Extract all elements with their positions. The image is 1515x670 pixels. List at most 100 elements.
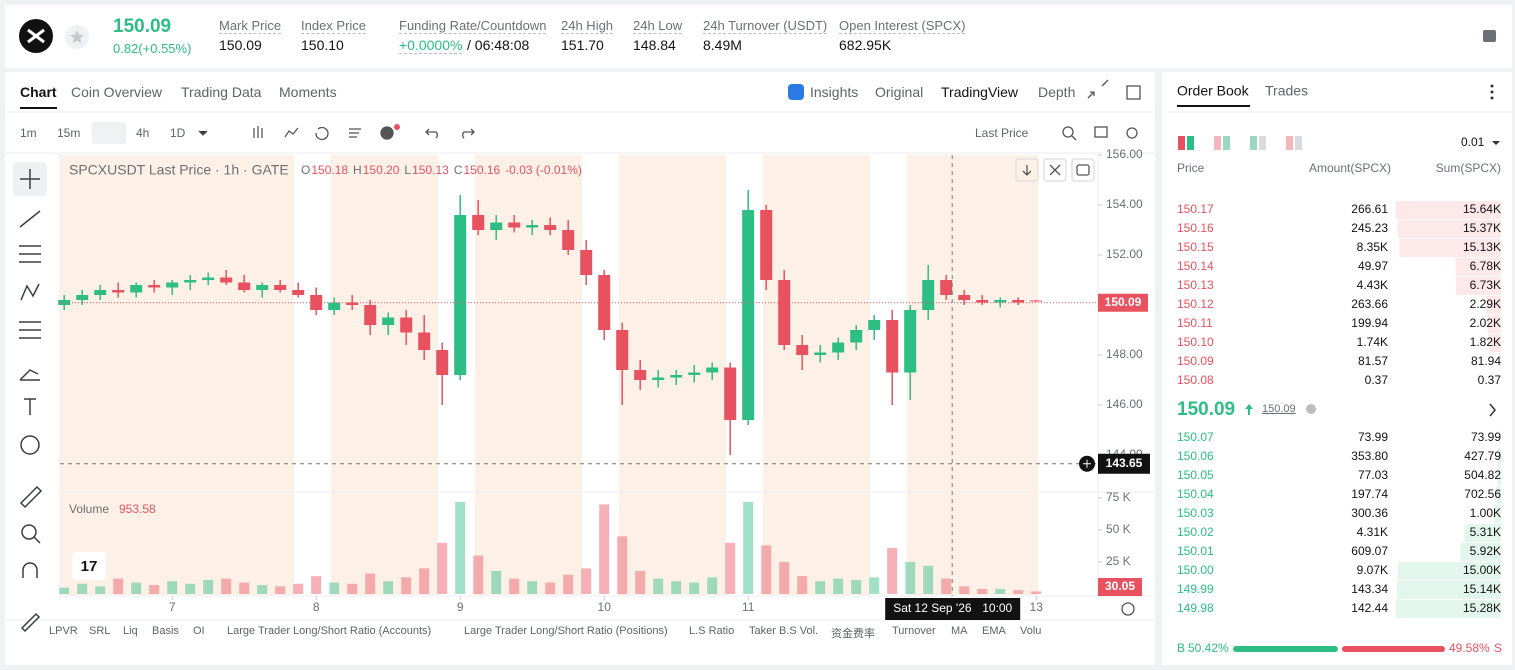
- indicator-tab[interactable]: LPVR: [49, 625, 78, 637]
- indicator-tab[interactable]: L.S Ratio: [689, 625, 735, 637]
- indicator-tab[interactable]: Turnover: [892, 625, 936, 637]
- volume-bar: [941, 578, 952, 594]
- stat-label[interactable]: Open Interest (SPCX): [839, 18, 966, 34]
- candle-body: [814, 352, 827, 355]
- volume-bar: [149, 585, 160, 594]
- volume-bar: [437, 542, 448, 594]
- ob-price: 150.06: [1177, 449, 1214, 463]
- candle-body: [238, 282, 251, 290]
- stat-label[interactable]: Index Price: [301, 18, 367, 34]
- last-price-tag-bg: [1098, 293, 1148, 312]
- chart-tab[interactable]: Chart: [20, 84, 57, 109]
- candle-body: [634, 370, 647, 380]
- favorite-star[interactable]: [65, 25, 89, 49]
- y-tick-label: 148.00: [1106, 347, 1143, 361]
- ob-up-arrow: [1245, 404, 1253, 415]
- legend-key: L: [404, 163, 411, 177]
- candle-body: [652, 377, 665, 380]
- ob-price: 149.98: [1177, 601, 1214, 615]
- chart-controls[interactable]: [198, 79, 1141, 616]
- candle-body: [76, 295, 89, 300]
- candle-body: [328, 302, 341, 310]
- ob-amount: 245.23: [1351, 221, 1388, 235]
- ob-price: 150.16: [1177, 221, 1214, 235]
- indicator-tab[interactable]: Large Trader Long/Short Ratio (Accounts): [227, 625, 432, 637]
- y-tick-label: 152.00: [1106, 247, 1143, 261]
- indicator-tab[interactable]: Taker B.S Vol.: [749, 625, 819, 637]
- stat-label[interactable]: 24h High: [561, 18, 614, 34]
- candle-body: [724, 367, 737, 420]
- candle-body: [868, 320, 881, 330]
- insights-icon: [788, 84, 804, 100]
- legend-key: C: [454, 163, 463, 177]
- stat-label[interactable]: 24h Low: [633, 18, 683, 34]
- candle-body: [922, 280, 935, 310]
- indicator-tab[interactable]: 资金费率: [831, 628, 875, 640]
- chart-tab[interactable]: Moments: [279, 84, 337, 100]
- indicator-tab[interactable]: Volu: [1020, 625, 1042, 637]
- ob-sum: 81.94: [1471, 354, 1501, 368]
- stat-label[interactable]: 24h Turnover (USDT): [703, 18, 828, 34]
- indicator-tab[interactable]: OI: [193, 625, 205, 637]
- depth-bar: [1397, 220, 1501, 238]
- ob-sum: 6.73K: [1470, 278, 1501, 292]
- indicator-tab[interactable]: Basis: [152, 625, 179, 637]
- candle-body: [688, 372, 701, 375]
- view-tab[interactable]: Insights: [810, 84, 859, 100]
- interval[interactable]: 15m: [57, 126, 81, 140]
- stat-value: 682.95K: [839, 37, 892, 53]
- indicator-tab[interactable]: Liq: [123, 625, 138, 637]
- interval[interactable]: 1D: [170, 126, 186, 140]
- volume-bar: [203, 579, 214, 594]
- indicator-tab[interactable]: SRL: [89, 625, 111, 637]
- volume-bar: [581, 568, 592, 594]
- volume-title: Volume: [69, 502, 109, 516]
- stat-label[interactable]: Funding Rate/Countdown: [399, 18, 547, 34]
- volume-bar: [419, 568, 430, 594]
- view-tab[interactable]: Depth: [1038, 84, 1076, 100]
- volume-bar: [995, 588, 1006, 594]
- x-tick-label: 13: [1030, 600, 1044, 614]
- ob-sum: 15.13K: [1463, 240, 1501, 254]
- candle-body: [400, 317, 413, 333]
- indicator-tab[interactable]: EMA: [982, 625, 1006, 637]
- interval[interactable]: 4h: [136, 126, 150, 140]
- book-mode-icons[interactable]: [1178, 84, 1500, 417]
- depth-bar: [1487, 315, 1501, 333]
- volume-bar: [77, 583, 88, 594]
- volume-bar: [671, 581, 682, 594]
- indicator-tab[interactable]: MA: [951, 625, 968, 637]
- ob-price: 150.08: [1177, 373, 1214, 387]
- candle-body: [562, 230, 575, 250]
- volume-bar: [707, 577, 718, 594]
- stat-label[interactable]: Mark Price: [219, 18, 282, 34]
- indicator-tab[interactable]: Large Trader Long/Short Ratio (Positions…: [464, 625, 668, 637]
- view-tab[interactable]: TradingView: [941, 84, 1019, 100]
- chart-tab[interactable]: Trading Data: [181, 84, 262, 100]
- ob-price: 150.11: [1177, 316, 1213, 330]
- ob-sum: 1.00K: [1470, 506, 1501, 520]
- chart-tab[interactable]: Coin Overview: [71, 84, 163, 100]
- ob-price: 150.04: [1177, 487, 1214, 501]
- settings-icon[interactable]: [1481, 27, 1499, 45]
- ob-sell-pct: 49.58%: [1449, 641, 1490, 655]
- volume-bar: [257, 585, 268, 594]
- crosshair-time-bg: [885, 598, 1021, 620]
- ob-price: 150.10: [1177, 335, 1214, 349]
- volume-bar: [527, 581, 538, 594]
- ob-amount: 81.57: [1358, 354, 1388, 368]
- ob-amount: 266.61: [1351, 202, 1388, 216]
- ob-amount: 77.03: [1358, 468, 1388, 482]
- candle-body: [130, 285, 143, 293]
- ob-sum: 504.82: [1464, 468, 1501, 482]
- ob-price: 150.09: [1177, 354, 1214, 368]
- price-source[interactable]: Last Price: [975, 126, 1029, 140]
- legend-key: O: [301, 163, 310, 177]
- volume-bar: [635, 570, 646, 594]
- depth-bar: [1464, 524, 1501, 542]
- interval[interactable]: 1m: [20, 126, 37, 140]
- view-tab[interactable]: Original: [875, 84, 924, 100]
- volume-bar: [815, 581, 826, 594]
- drawing-toolbar[interactable]: [13, 162, 47, 633]
- volume-bar: [1031, 591, 1042, 594]
